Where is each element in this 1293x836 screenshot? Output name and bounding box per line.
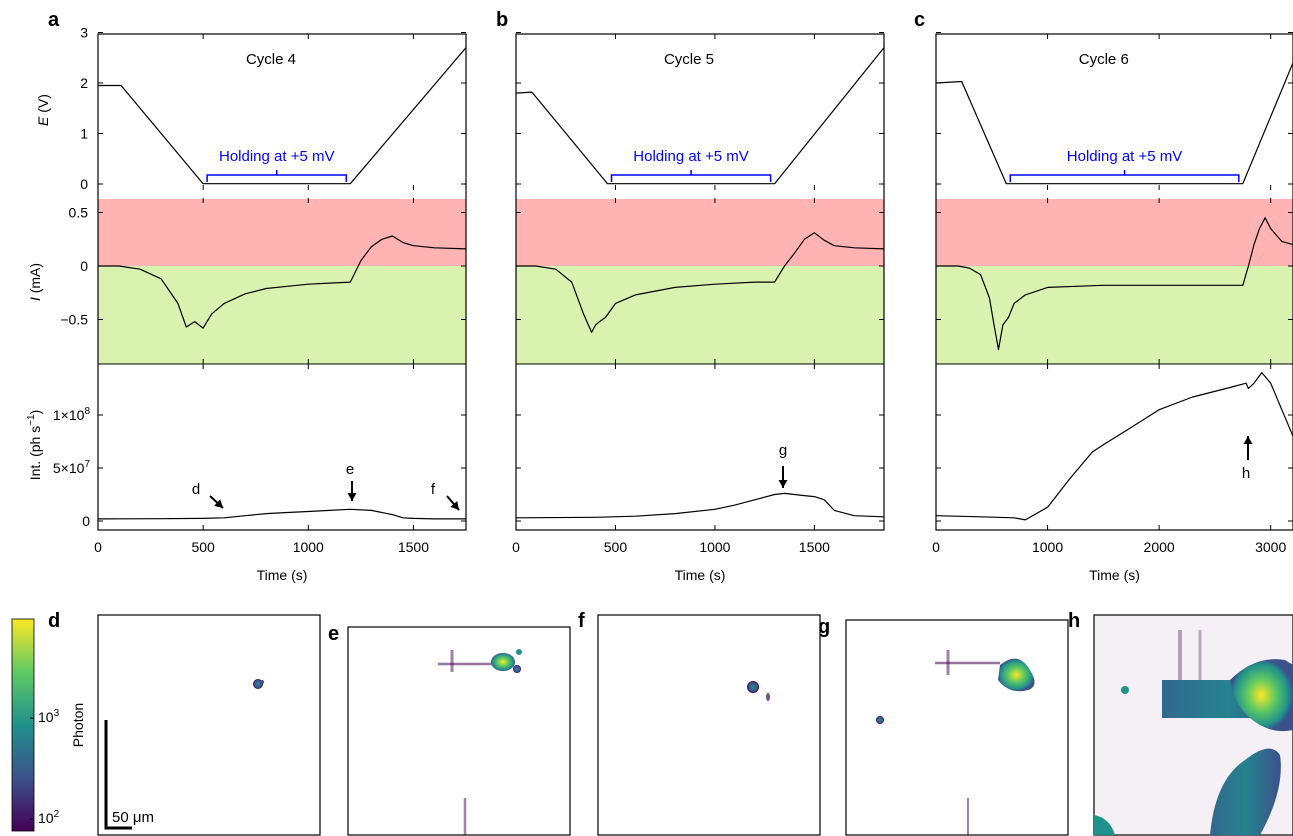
scale-bar-label: 50 μm — [112, 809, 154, 826]
E-tick-label: 2 — [80, 75, 88, 91]
x-tick-label: 1000 — [699, 539, 730, 555]
x-tick-label: 500 — [191, 539, 215, 555]
cycle-4-plots: 0 1 2 3 −0.5 0 0.5 0 5×107 1×108 0 500 1000 1500 Time … — [53, 25, 467, 583]
x-tick-label: 2000 — [1144, 539, 1175, 555]
panel-letter-e: e — [328, 623, 339, 645]
E-axis-label: E (V) — [35, 94, 51, 126]
I-tick-label: 0 — [80, 258, 88, 274]
x-tick-label: 0 — [932, 539, 940, 555]
colorbar-label: Photon — [70, 703, 86, 747]
image-e — [347, 626, 571, 836]
holding-label: Holding at +5 mV — [219, 148, 334, 165]
cathodic-band — [516, 266, 884, 364]
E-tick-label: 3 — [80, 25, 88, 41]
x-tick-label: 3000 — [1255, 539, 1286, 555]
panel-letter-g: g — [818, 616, 830, 638]
E-tick-label: 0 — [80, 176, 88, 192]
annotation-d: d — [192, 481, 200, 498]
anodic-band — [516, 199, 884, 266]
holding-bracket — [1009, 170, 1240, 182]
holding-bracket — [206, 170, 348, 182]
series-line-I — [98, 235, 467, 329]
x-axis-label: Time (s) — [257, 567, 308, 583]
holding-bracket — [610, 170, 772, 182]
Int-tick-label: 5×107 — [53, 459, 91, 476]
cycle-title: Cycle 6 — [1079, 51, 1129, 68]
colorbar-gradient — [11, 618, 35, 832]
cathodic-band — [98, 266, 466, 364]
cycle-title: Cycle 5 — [664, 51, 714, 68]
panel-letter-f: f — [578, 610, 585, 632]
x-tick-label: 1000 — [293, 539, 324, 555]
Int-tick-label: 0 — [82, 513, 90, 529]
annotation-g: g — [779, 442, 787, 459]
cathodic-band — [936, 266, 1293, 364]
plot-frame — [515, 33, 885, 531]
x-axis-label: Time (s) — [675, 567, 726, 583]
Int-tick-label: 1×108 — [53, 406, 91, 423]
annotation-arrowhead-e — [347, 493, 357, 501]
E-tick-label: 1 — [80, 126, 88, 142]
I-tick-label: −0.5 — [60, 312, 88, 328]
annotation-arrowhead-d — [214, 499, 223, 508]
series-line-Int — [97, 508, 466, 520]
holding-label: Holding at +5 mV — [1067, 148, 1182, 165]
x-tick-label: 1500 — [398, 539, 429, 555]
series-line-E — [515, 47, 885, 185]
colorbar-tick-low: 102 — [38, 809, 60, 826]
I-tick-label: 0.5 — [69, 205, 89, 221]
panel-letter-h: h — [1068, 610, 1080, 632]
annotation-h: h — [1242, 465, 1250, 482]
colorbar: 103 102 Photon — [11, 618, 86, 832]
panel-letter-d: d — [48, 610, 60, 632]
annotation-f: f — [431, 481, 436, 498]
image-g — [845, 619, 1069, 836]
annotation-e: e — [346, 461, 354, 478]
series-line-E — [98, 47, 467, 185]
Int-axis-label: Int. (ph s−1) — [26, 410, 43, 481]
image-d: 50 μm — [97, 614, 321, 836]
annotation-arrowhead-f — [450, 500, 459, 510]
series-line-Int — [515, 492, 885, 519]
x-tick-label: 1500 — [799, 539, 830, 555]
electrochemistry-plots: 0 1 2 3 −0.5 0 0.5 0 5×107 1×108 0 500 1000 1500 Time … — [53, 25, 1293, 583]
cycle-title: Cycle 4 — [246, 51, 296, 68]
I-axis-label: I (mA) — [27, 263, 43, 301]
anodic-band — [98, 199, 466, 266]
x-tick-label: 0 — [94, 539, 102, 555]
holding-label: Holding at +5 mV — [633, 148, 748, 165]
image-f — [597, 614, 821, 836]
panel-letter-a: a — [48, 9, 60, 31]
annotation-arrowhead-g — [778, 480, 788, 488]
panel-letter-b: b — [496, 9, 508, 31]
panel-letter-c: c — [914, 9, 925, 31]
image-h — [1093, 614, 1293, 836]
series-line-I — [936, 217, 1293, 351]
plot-frame — [935, 33, 1293, 531]
plot-frame — [97, 33, 467, 531]
x-tick-label: 1000 — [1032, 539, 1063, 555]
annotation-arrowhead-h — [1243, 436, 1253, 444]
series-line-Int — [935, 372, 1293, 521]
series-line-E — [935, 62, 1293, 185]
x-tick-label: 500 — [604, 539, 628, 555]
colorbar-tick-high: 103 — [38, 708, 60, 725]
anodic-band — [936, 199, 1293, 266]
x-tick-label: 0 — [512, 539, 520, 555]
series-line-I — [516, 232, 885, 333]
cycle-6-plots: 0 1000 2000 3000 Time (s) Cycle 6 Holding at +… — [932, 32, 1293, 583]
cycle-5-plots: 0 500 1000 1500 Time (s) Cycle 5 Holding at +5… — [512, 32, 885, 583]
x-axis-label: Time (s) — [1089, 567, 1140, 583]
